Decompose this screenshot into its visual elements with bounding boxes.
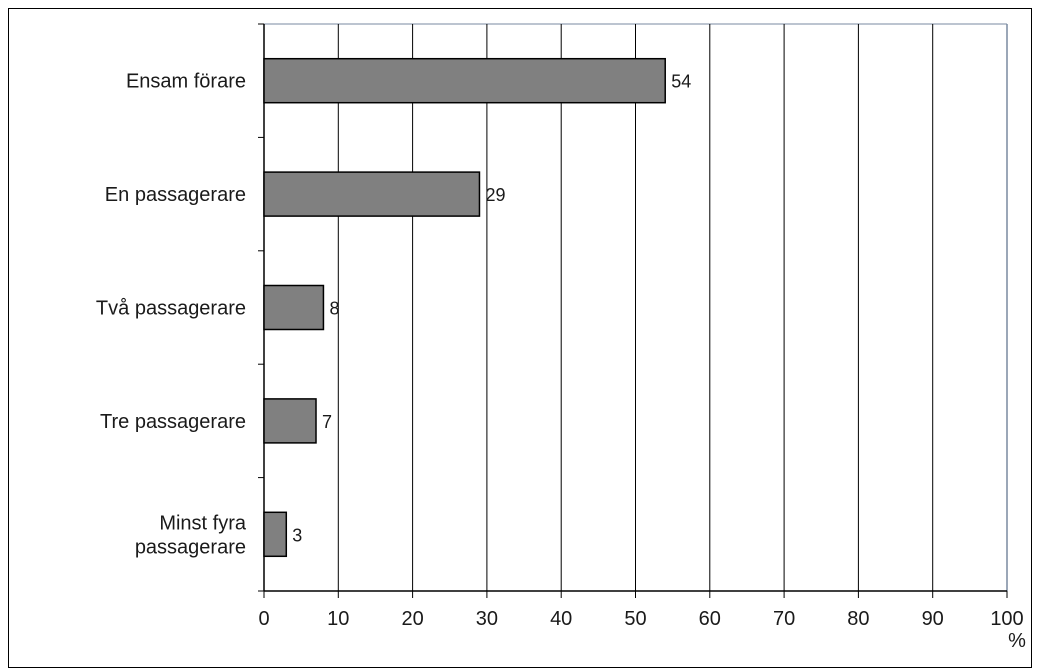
data-label: 29 xyxy=(485,185,505,205)
x-tick-label: 90 xyxy=(922,608,944,630)
x-tick-label: 50 xyxy=(624,608,646,630)
category-label: Ensam förare xyxy=(126,71,246,93)
data-label: 8 xyxy=(329,299,339,319)
chart-frame: 0 10 20 30 40 50 60 70 80 90 100% 54 Ensam förare 29 E… xyxy=(8,8,1032,668)
x-tick-label: 70 xyxy=(773,608,795,630)
category-label: passagerare xyxy=(135,536,246,558)
category-label: Två passagerare xyxy=(96,298,246,320)
x-tick-label: 0 xyxy=(258,608,269,630)
bar xyxy=(263,511,288,558)
x-tick-label: 10 xyxy=(327,608,349,630)
bar xyxy=(263,171,481,217)
x-unit-label: % xyxy=(1008,630,1026,652)
x-tick-label: 20 xyxy=(401,608,423,630)
x-tick-label: 100 xyxy=(990,608,1023,630)
data-label: 54 xyxy=(671,72,691,92)
bar xyxy=(263,57,666,104)
x-tick-label: 80 xyxy=(847,608,869,630)
category-label: Tre passagerare xyxy=(100,411,246,433)
category-label: Minst fyra xyxy=(159,512,247,534)
x-tick-label: 30 xyxy=(476,608,498,630)
data-label: 7 xyxy=(322,412,332,432)
x-tick-label: 60 xyxy=(699,608,721,630)
bar xyxy=(263,398,317,444)
data-label: 3 xyxy=(292,525,302,545)
x-tick-label: 40 xyxy=(550,608,572,630)
bar-chart: 0 10 20 30 40 50 60 70 80 90 100% 54 Ensam förare 29 E… xyxy=(96,23,1026,652)
bar xyxy=(263,284,325,331)
category-label: En passagerare xyxy=(105,184,246,206)
